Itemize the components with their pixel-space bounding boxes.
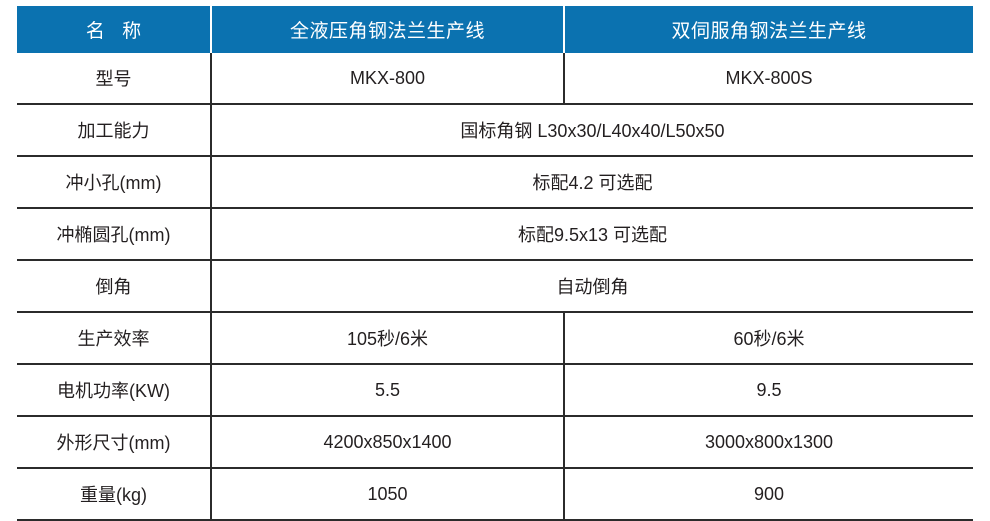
cell-small-hole-shared: 标配4.2 可选配 (212, 157, 973, 209)
table-header: 名 称 全液压角钢法兰生产线 双伺服角钢法兰生产线 (17, 6, 973, 53)
table-row: 冲小孔(mm) 标配4.2 可选配 (17, 157, 973, 209)
column-header-model-b: 双伺服角钢法兰生产线 (565, 6, 973, 53)
row-label-small-hole: 冲小孔(mm) (17, 157, 212, 209)
cell-efficiency-a: 105秒/6米 (212, 313, 565, 365)
table-row: 重量(kg) 1050 900 (17, 469, 973, 521)
column-header-name: 名 称 (17, 6, 212, 53)
cell-dimensions-b: 3000x800x1300 (565, 417, 973, 469)
column-header-model-a: 全液压角钢法兰生产线 (212, 6, 565, 53)
row-label-efficiency: 生产效率 (17, 313, 212, 365)
spec-sheet: 名 称 全液压角钢法兰生产线 双伺服角钢法兰生产线 型号 MKX-800 MKX… (17, 6, 973, 521)
cell-motor-power-b: 9.5 (565, 365, 973, 417)
row-label-weight: 重量(kg) (17, 469, 212, 521)
table-row: 电机功率(KW) 5.5 9.5 (17, 365, 973, 417)
table-row: 生产效率 105秒/6米 60秒/6米 (17, 313, 973, 365)
table-row: 外形尺寸(mm) 4200x850x1400 3000x800x1300 (17, 417, 973, 469)
cell-capacity-shared: 国标角钢 L30x30/L40x40/L50x50 (212, 105, 973, 157)
row-label-chamfer: 倒角 (17, 261, 212, 313)
table-row: 加工能力 国标角钢 L30x30/L40x40/L50x50 (17, 105, 973, 157)
table-row: 型号 MKX-800 MKX-800S (17, 53, 973, 105)
cell-chamfer-shared: 自动倒角 (212, 261, 973, 313)
row-label-dimensions: 外形尺寸(mm) (17, 417, 212, 469)
cell-model-a: MKX-800 (212, 53, 565, 105)
cell-oval-hole-shared: 标配9.5x13 可选配 (212, 209, 973, 261)
header-row: 名 称 全液压角钢法兰生产线 双伺服角钢法兰生产线 (17, 6, 973, 53)
cell-motor-power-a: 5.5 (212, 365, 565, 417)
row-label-oval-hole: 冲椭圆孔(mm) (17, 209, 212, 261)
cell-dimensions-a: 4200x850x1400 (212, 417, 565, 469)
row-label-model: 型号 (17, 53, 212, 105)
table-body: 型号 MKX-800 MKX-800S 加工能力 国标角钢 L30x30/L40… (17, 53, 973, 521)
row-label-motor-power: 电机功率(KW) (17, 365, 212, 417)
row-label-capacity: 加工能力 (17, 105, 212, 157)
cell-weight-b: 900 (565, 469, 973, 521)
table-row: 倒角 自动倒角 (17, 261, 973, 313)
cell-weight-a: 1050 (212, 469, 565, 521)
table-row: 冲椭圆孔(mm) 标配9.5x13 可选配 (17, 209, 973, 261)
cell-model-b: MKX-800S (565, 53, 973, 105)
specification-table: 名 称 全液压角钢法兰生产线 双伺服角钢法兰生产线 型号 MKX-800 MKX… (17, 6, 973, 521)
cell-efficiency-b: 60秒/6米 (565, 313, 973, 365)
